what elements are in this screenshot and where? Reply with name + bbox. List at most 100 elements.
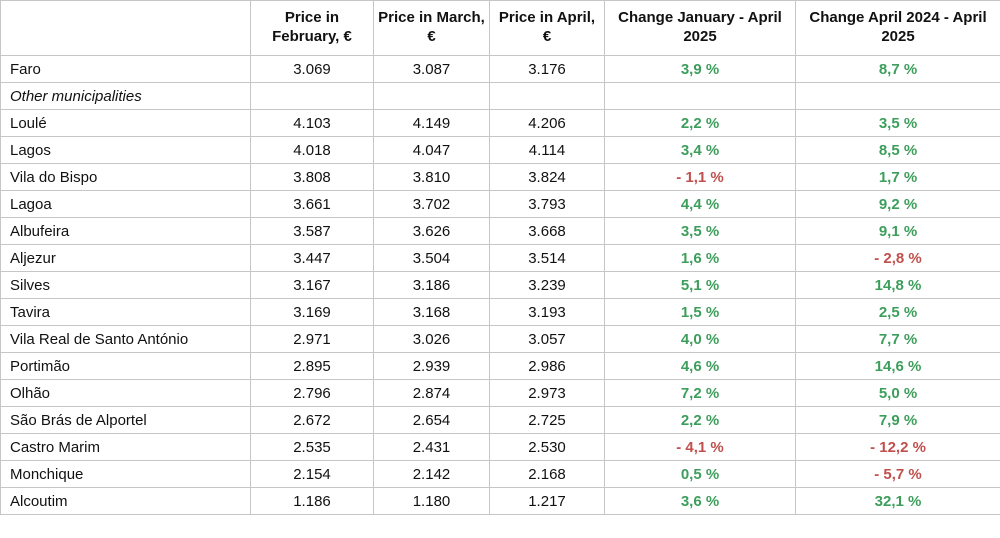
header-price-march: Price in March, € bbox=[373, 0, 490, 56]
price-march-value: 4.149 bbox=[373, 109, 490, 137]
change-apr-apr-value: 3,5 % bbox=[795, 109, 1000, 137]
municipality-name: Vila Real de Santo António bbox=[0, 325, 251, 353]
change-apr-apr-value: 14,8 % bbox=[795, 271, 1000, 299]
price-february-value: 3.169 bbox=[250, 298, 374, 326]
table-row: Olhão 2.796 2.874 2.973 7,2 % 5,0 % bbox=[0, 379, 1000, 407]
price-february-value: 4.018 bbox=[250, 136, 374, 164]
price-february-value: 3.069 bbox=[250, 55, 374, 83]
price-april-value bbox=[489, 82, 605, 110]
municipality-name: Other municipalities bbox=[0, 82, 251, 110]
change-jan-apr-value: 3,6 % bbox=[604, 487, 796, 515]
price-april-value: 3.514 bbox=[489, 244, 605, 272]
price-march-value: 3.087 bbox=[373, 55, 490, 83]
change-apr-apr-value: 14,6 % bbox=[795, 352, 1000, 380]
price-february-value: 2.971 bbox=[250, 325, 374, 353]
table-row: Lagos 4.018 4.047 4.114 3,4 % 8,5 % bbox=[0, 136, 1000, 164]
municipality-name: Aljezur bbox=[0, 244, 251, 272]
price-march-value: 1.180 bbox=[373, 487, 490, 515]
change-jan-apr-value: 4,6 % bbox=[604, 352, 796, 380]
table-row: Portimão 2.895 2.939 2.986 4,6 % 14,6 % bbox=[0, 352, 1000, 380]
price-march-value: 2.874 bbox=[373, 379, 490, 407]
table-body: Faro 3.069 3.087 3.176 3,9 % 8,7 % Other… bbox=[0, 55, 1000, 515]
price-february-value: 1.186 bbox=[250, 487, 374, 515]
table-row: Tavira 3.169 3.168 3.193 1,5 % 2,5 % bbox=[0, 298, 1000, 326]
price-april-value: 4.206 bbox=[489, 109, 605, 137]
change-apr-apr-value: 8,5 % bbox=[795, 136, 1000, 164]
table-row: Faro 3.069 3.087 3.176 3,9 % 8,7 % bbox=[0, 55, 1000, 83]
price-april-value: 3.668 bbox=[489, 217, 605, 245]
table-row: Albufeira 3.587 3.626 3.668 3,5 % 9,1 % bbox=[0, 217, 1000, 245]
change-jan-apr-value: 3,4 % bbox=[604, 136, 796, 164]
price-february-value: 3.661 bbox=[250, 190, 374, 218]
municipality-name: Portimão bbox=[0, 352, 251, 380]
municipality-name: Tavira bbox=[0, 298, 251, 326]
header-price-april: Price in April, € bbox=[489, 0, 605, 56]
price-february-value: 3.587 bbox=[250, 217, 374, 245]
price-march-value: 3.626 bbox=[373, 217, 490, 245]
change-apr-apr-value: - 5,7 % bbox=[795, 460, 1000, 488]
price-february-value: 4.103 bbox=[250, 109, 374, 137]
table-header: Price in February, € Price in March, € P… bbox=[0, 0, 1000, 56]
change-jan-apr-value: 5,1 % bbox=[604, 271, 796, 299]
change-apr-apr-value: 2,5 % bbox=[795, 298, 1000, 326]
table-row: Monchique 2.154 2.142 2.168 0,5 % - 5,7 … bbox=[0, 460, 1000, 488]
change-apr-apr-value: - 12,2 % bbox=[795, 433, 1000, 461]
price-march-value: 4.047 bbox=[373, 136, 490, 164]
change-jan-apr-value: 4,0 % bbox=[604, 325, 796, 353]
price-march-value: 3.702 bbox=[373, 190, 490, 218]
table-row: Vila Real de Santo António 2.971 3.026 3… bbox=[0, 325, 1000, 353]
price-march-value: 2.654 bbox=[373, 406, 490, 434]
price-march-value: 3.026 bbox=[373, 325, 490, 353]
change-apr-apr-value: 5,0 % bbox=[795, 379, 1000, 407]
change-apr-apr-value: - 2,8 % bbox=[795, 244, 1000, 272]
price-april-value: 2.986 bbox=[489, 352, 605, 380]
price-march-value: 3.810 bbox=[373, 163, 490, 191]
municipality-name: Loulé bbox=[0, 109, 251, 137]
municipality-name: Silves bbox=[0, 271, 251, 299]
price-february-value: 2.895 bbox=[250, 352, 374, 380]
table-row: Loulé 4.103 4.149 4.206 2,2 % 3,5 % bbox=[0, 109, 1000, 137]
price-march-value: 2.142 bbox=[373, 460, 490, 488]
municipality-name: Albufeira bbox=[0, 217, 251, 245]
table-row: São Brás de Alportel 2.672 2.654 2.725 2… bbox=[0, 406, 1000, 434]
table-row: Lagoa 3.661 3.702 3.793 4,4 % 9,2 % bbox=[0, 190, 1000, 218]
change-apr-apr-value: 9,1 % bbox=[795, 217, 1000, 245]
price-april-value: 2.973 bbox=[489, 379, 605, 407]
change-jan-apr-value bbox=[604, 82, 796, 110]
municipality-name: Olhão bbox=[0, 379, 251, 407]
price-march-value: 2.939 bbox=[373, 352, 490, 380]
change-jan-apr-value: 2,2 % bbox=[604, 109, 796, 137]
price-april-value: 4.114 bbox=[489, 136, 605, 164]
price-february-value: 3.447 bbox=[250, 244, 374, 272]
price-february-value: 3.808 bbox=[250, 163, 374, 191]
change-apr-apr-value bbox=[795, 82, 1000, 110]
price-april-value: 3.193 bbox=[489, 298, 605, 326]
change-jan-apr-value: 1,6 % bbox=[604, 244, 796, 272]
table-row: Vila do Bispo 3.808 3.810 3.824 - 1,1 % … bbox=[0, 163, 1000, 191]
municipality-name: Faro bbox=[0, 55, 251, 83]
change-apr-apr-value: 7,7 % bbox=[795, 325, 1000, 353]
price-april-value: 2.168 bbox=[489, 460, 605, 488]
header-row: Price in February, € Price in March, € P… bbox=[0, 0, 1000, 56]
price-february-value: 2.535 bbox=[250, 433, 374, 461]
price-february-value bbox=[250, 82, 374, 110]
change-apr-apr-value: 1,7 % bbox=[795, 163, 1000, 191]
price-march-value bbox=[373, 82, 490, 110]
municipality-name: São Brás de Alportel bbox=[0, 406, 251, 434]
table-row: Other municipalities bbox=[0, 82, 1000, 110]
price-april-value: 3.793 bbox=[489, 190, 605, 218]
price-april-value: 2.725 bbox=[489, 406, 605, 434]
change-apr-apr-value: 9,2 % bbox=[795, 190, 1000, 218]
price-february-value: 3.167 bbox=[250, 271, 374, 299]
change-jan-apr-value: 4,4 % bbox=[604, 190, 796, 218]
municipality-name: Vila do Bispo bbox=[0, 163, 251, 191]
municipality-name: Monchique bbox=[0, 460, 251, 488]
price-april-value: 2.530 bbox=[489, 433, 605, 461]
price-april-value: 3.824 bbox=[489, 163, 605, 191]
header-change-jan-apr: Change January - April 2025 bbox=[604, 0, 796, 56]
table-row: Alcoutim 1.186 1.180 1.217 3,6 % 32,1 % bbox=[0, 487, 1000, 515]
change-apr-apr-value: 8,7 % bbox=[795, 55, 1000, 83]
price-april-value: 1.217 bbox=[489, 487, 605, 515]
price-march-value: 3.186 bbox=[373, 271, 490, 299]
header-municipality bbox=[0, 0, 251, 56]
